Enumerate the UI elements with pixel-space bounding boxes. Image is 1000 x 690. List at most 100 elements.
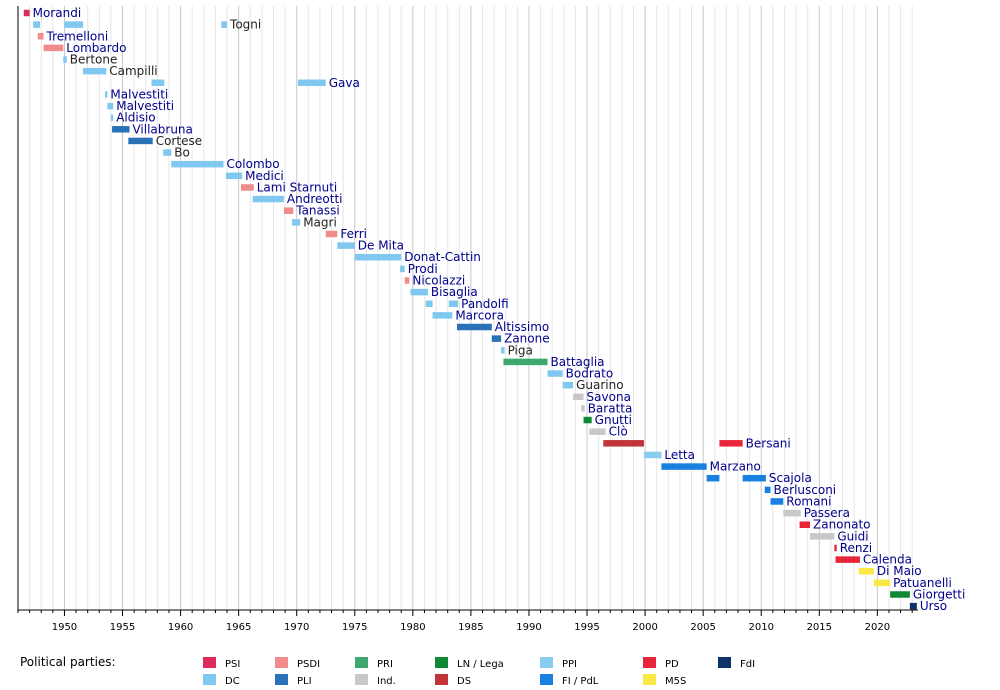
minister-label: Medici bbox=[245, 169, 284, 183]
minister-labels: Morandi Togni TremelloniLombardoBertoneCam… bbox=[33, 6, 966, 613]
legend-label: DC bbox=[225, 676, 240, 687]
minister-label: Bo bbox=[174, 146, 190, 160]
legend-swatch bbox=[275, 657, 288, 668]
legend-label: LN / Lega bbox=[457, 659, 504, 670]
minister-label: Scajola bbox=[769, 471, 812, 485]
minister-label: Patuanelli bbox=[893, 576, 952, 590]
tenure-bar bbox=[764, 486, 771, 494]
legend-label: PD bbox=[665, 659, 679, 670]
minister-label: Battaglia bbox=[551, 355, 605, 369]
minister-label: Giorgetti bbox=[913, 588, 965, 602]
tenure-bar bbox=[225, 172, 243, 180]
minister-label: Bersani bbox=[746, 436, 791, 450]
tenure-bar bbox=[573, 393, 584, 401]
tenure-bar bbox=[107, 102, 114, 110]
tenure-bar bbox=[547, 370, 563, 377]
tenure-bar bbox=[64, 21, 84, 28]
minister-label: De Mita bbox=[358, 239, 404, 253]
tenure-bar bbox=[719, 440, 743, 447]
tenure-bar bbox=[240, 184, 254, 191]
tenure-bar bbox=[858, 567, 874, 575]
tenure-bar bbox=[448, 300, 459, 307]
minister-label: Clò bbox=[609, 425, 628, 439]
tenure-bar bbox=[432, 312, 453, 319]
tenure-bar bbox=[810, 533, 835, 540]
tenure-bar bbox=[706, 474, 720, 482]
legend-swatch bbox=[355, 674, 368, 685]
tick-label: 1960 bbox=[168, 622, 193, 633]
minister-label: Colombo bbox=[227, 157, 280, 171]
minister-label: Zanone bbox=[504, 332, 550, 346]
tenure-bar bbox=[890, 591, 910, 598]
tenure-bar bbox=[835, 556, 860, 563]
minister-label: Donat-Cattin bbox=[404, 250, 481, 264]
legend-swatch bbox=[203, 674, 216, 685]
legend-label: Ind. bbox=[377, 676, 396, 687]
tenure-bar bbox=[297, 79, 326, 87]
tenure-bar bbox=[128, 137, 153, 145]
tick-label: 1980 bbox=[400, 622, 425, 633]
minister-label: Renzi bbox=[840, 541, 872, 555]
tenure-bar bbox=[491, 335, 502, 342]
minister-label: Tanassi bbox=[295, 204, 340, 218]
minister-label: Altissimo bbox=[495, 320, 549, 334]
tenure-bar bbox=[909, 602, 917, 610]
legend-swatch bbox=[435, 657, 448, 668]
tenure-bar bbox=[783, 509, 801, 517]
tenure-bar bbox=[252, 195, 284, 203]
minister-label: Di Maio bbox=[877, 564, 922, 578]
tenure-bar bbox=[410, 288, 428, 296]
tenure-bar bbox=[33, 21, 41, 28]
legend-label: DS bbox=[457, 676, 471, 687]
minister-label: Magri bbox=[303, 215, 337, 229]
tick-label: 2010 bbox=[748, 622, 773, 633]
legend-swatch bbox=[718, 657, 731, 668]
minister-label: Savona bbox=[587, 390, 631, 404]
legend-swatch bbox=[435, 674, 448, 685]
minister-label: Campilli bbox=[109, 64, 157, 78]
legend-label: PSI bbox=[225, 659, 240, 670]
minister-label: Bisaglia bbox=[431, 285, 478, 299]
tenure-bar bbox=[742, 474, 766, 482]
minister-label: Guidi bbox=[837, 529, 868, 543]
tenure-bar bbox=[425, 300, 433, 307]
legend-swatch bbox=[540, 657, 553, 668]
tick-label: 1995 bbox=[574, 622, 599, 633]
tick-label: 1955 bbox=[110, 622, 135, 633]
minister-label: Togni bbox=[229, 18, 261, 32]
tenure-bar bbox=[799, 521, 810, 528]
minister-label: Andreotti bbox=[287, 192, 343, 206]
tenure-bar bbox=[105, 91, 108, 98]
tenure-bar bbox=[603, 440, 644, 447]
tenure-bar bbox=[83, 67, 107, 75]
tenure-bar bbox=[404, 277, 410, 284]
tick-label: 1975 bbox=[342, 622, 367, 633]
minister-label: Morandi bbox=[33, 6, 82, 20]
minister-label: Tremelloni bbox=[46, 29, 109, 43]
minister-label: Gava bbox=[329, 76, 360, 90]
tenure-bar bbox=[873, 579, 891, 587]
tenure-bar bbox=[503, 358, 548, 366]
minister-label: Bertone bbox=[70, 53, 118, 67]
tenure-bar bbox=[112, 126, 130, 133]
legend-swatch bbox=[275, 674, 288, 685]
tenure-bar bbox=[63, 56, 67, 63]
tick-label: 1950 bbox=[52, 622, 77, 633]
tenure-bar bbox=[589, 428, 606, 435]
legend-swatch bbox=[203, 657, 216, 668]
tenure-bars bbox=[23, 9, 917, 610]
tenure-bar bbox=[171, 160, 224, 168]
tick-label: 2000 bbox=[632, 622, 657, 633]
minister-label: Bodrato bbox=[566, 367, 614, 381]
minister-label: Ferri bbox=[340, 227, 367, 241]
minister-label: Cortese bbox=[156, 134, 202, 148]
legend-label: PPI bbox=[562, 659, 577, 670]
minister-label: Calenda bbox=[863, 553, 912, 567]
minister-label: Lombardo bbox=[66, 41, 126, 55]
party-legend: Political parties: PSI DC PSDI PLI PRI Ind. LN… bbox=[20, 655, 755, 687]
minister-label: Zanonato bbox=[813, 518, 871, 532]
legend-swatch bbox=[643, 674, 656, 685]
tick-label: 2020 bbox=[865, 622, 890, 633]
legend-swatch bbox=[643, 657, 656, 668]
